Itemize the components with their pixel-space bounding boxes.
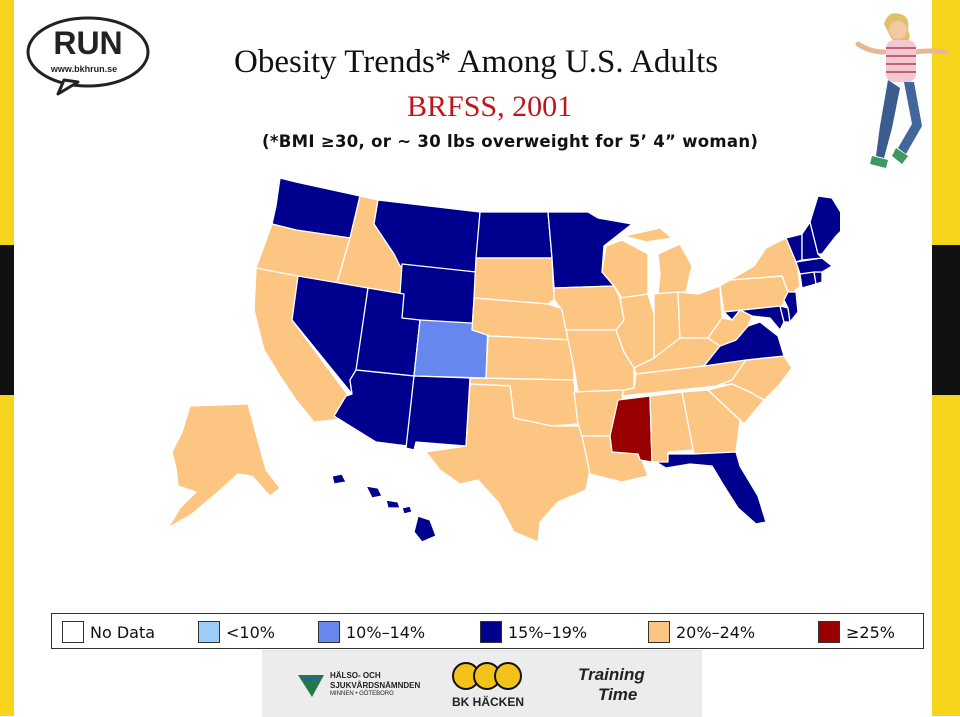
legend-swatch [480, 621, 502, 643]
state-ct [799, 271, 817, 289]
right-stripe [932, 0, 960, 716]
left-stripe [0, 0, 14, 716]
bk-hacken-balls-icon [452, 662, 522, 690]
legend-swatch [818, 621, 840, 643]
legend-label: 10%–14% [346, 622, 426, 642]
run-logo: RUN www.bkhrun.se [26, 16, 150, 96]
legend-label: ≥25% [846, 622, 895, 642]
state-hi [331, 473, 437, 543]
health-board-name-2: SJUKVÅRDSNÄMNDEN [330, 681, 421, 690]
state-ks [485, 335, 575, 381]
state-ms [609, 395, 653, 463]
state-sd [473, 257, 555, 305]
legend-swatch [648, 621, 670, 643]
legend-item-20-24: 20%–24% [648, 619, 755, 645]
state-mn [547, 211, 633, 289]
state-tx [425, 383, 591, 543]
page-title: Obesity Trends* Among U.S. Adults [234, 44, 719, 80]
map-legend: No Data <10% 10%–14% 15%–19% 20%–24% ≥25… [51, 613, 924, 649]
page-subtitle: BRFSS, 2001 [407, 90, 573, 123]
legend-label: 20%–24% [676, 622, 756, 642]
legend-item-ge25: ≥25% [818, 619, 895, 645]
state-fl [655, 451, 767, 525]
state-nc [715, 355, 793, 401]
legend-item-lt10: <10% [198, 619, 275, 645]
us-obesity-map [167, 177, 840, 543]
legend-item-10-14: 10%–14% [318, 619, 425, 645]
svg-text:www.bkhrun.se: www.bkhrun.se [50, 64, 117, 74]
state-ri [813, 271, 823, 285]
legend-swatch [198, 621, 220, 643]
state-nj [783, 291, 799, 323]
legend-label: 15%–19% [508, 622, 588, 642]
legend-swatch [62, 621, 84, 643]
bk-hacken-name: BK HÄCKEN [452, 695, 524, 709]
state-nd [475, 211, 553, 259]
state-nm [405, 375, 471, 451]
legend-swatch [318, 621, 340, 643]
state-ia [553, 285, 625, 331]
legend-label: <10% [226, 622, 275, 642]
training-time-line-1: Training [578, 665, 645, 684]
state-me [809, 195, 840, 255]
health-board-name-1: HÄLSO- OCH [330, 671, 381, 680]
training-time-line-2: Time [598, 685, 638, 704]
legend-item-15-19: 15%–19% [480, 619, 587, 645]
state-mi [623, 227, 693, 295]
health-board-logo-icon [298, 675, 324, 697]
state-ga [681, 389, 741, 455]
state-ak [167, 403, 281, 529]
sponsor-strip: HÄLSO- OCH SJUKVÅRDSNÄMNDEN MINNEN • GÖT… [262, 650, 702, 717]
health-board-name-3: MINNEN • GÖTEBORG [330, 691, 394, 697]
legend-item-no-data: No Data [62, 619, 155, 645]
legend-label: No Data [90, 622, 156, 642]
bmi-footnote: (*BMI ≥30, or ~ 30 lbs overweight for 5’… [262, 132, 759, 151]
jumping-child-image [855, 13, 949, 168]
svg-text:RUN: RUN [53, 25, 122, 61]
